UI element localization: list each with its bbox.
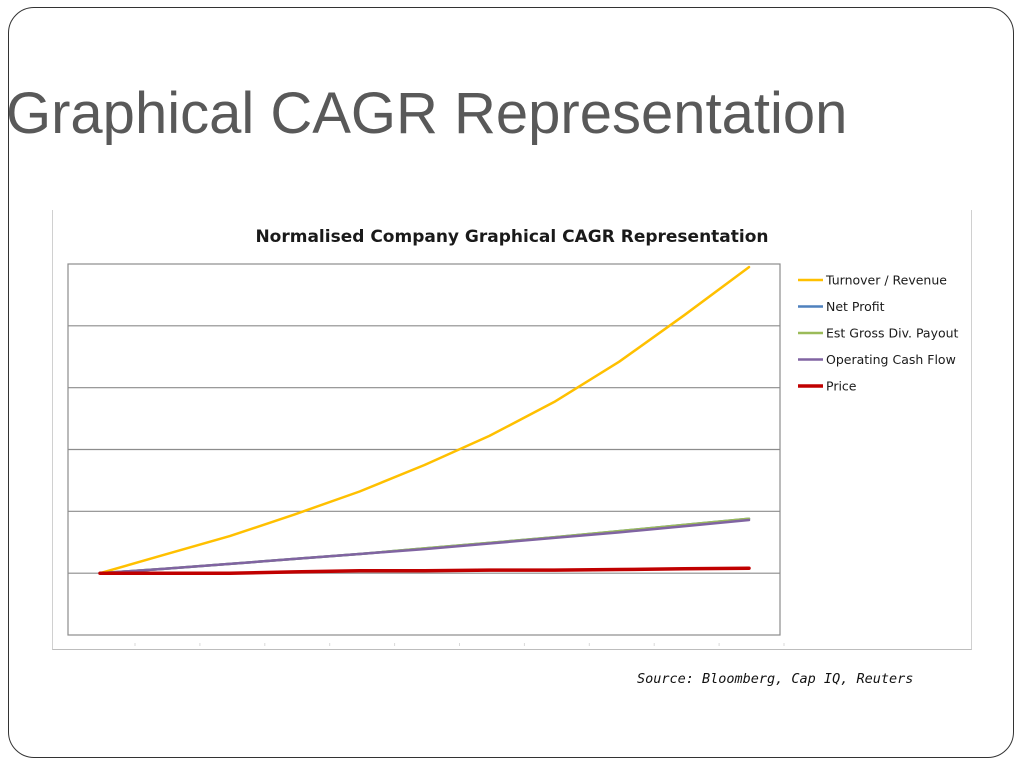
chart-title: Normalised Company Graphical CAGR Repres… xyxy=(255,227,768,247)
legend-label-price: Price xyxy=(826,379,857,394)
legend-label-operating-cash-flow: Operating Cash Flow xyxy=(826,352,956,367)
source-note: Source: Bloomberg, Cap IQ, Reuters xyxy=(637,671,914,687)
series-line-price xyxy=(98,566,751,575)
chart-legend: Turnover / Revenue Net Profit Est Gross Di… xyxy=(798,273,959,394)
legend-label-net-profit: Net Profit xyxy=(826,299,885,314)
series-layer xyxy=(98,265,751,575)
cagr-line-chart: Normalised Company Graphical CAGR Repres… xyxy=(67,227,959,646)
series-line-turnover-revenue xyxy=(98,265,751,575)
series-line-operating-cash-flow xyxy=(98,518,751,575)
gridlines xyxy=(68,325,785,646)
legend-label-turnover-revenue: Turnover / Revenue xyxy=(825,273,947,288)
legend-label-est-gross-div-payout: Est Gross Div. Payout xyxy=(826,326,959,341)
slide-title: Graphical CAGR Representation xyxy=(6,81,848,146)
chart-figure: Normalised Company Graphical CAGR Repres… xyxy=(52,210,972,650)
